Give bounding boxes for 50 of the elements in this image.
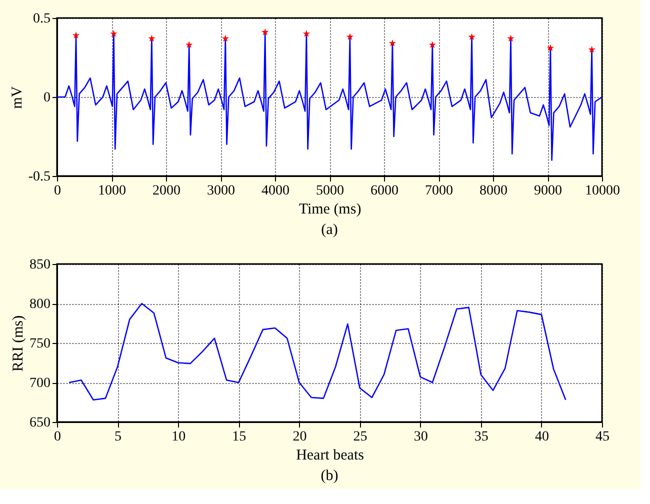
x-tick-label: 10000	[585, 184, 620, 198]
text: (a)	[321, 222, 338, 238]
x-axis-title: Time (ms)	[298, 202, 362, 218]
x-tick-label: 1000	[98, 184, 126, 198]
x-tick-label: 0	[54, 430, 61, 444]
x-tick-label: 4000	[262, 184, 290, 198]
x-tick-label: 30	[414, 430, 428, 444]
x-tick-label: 45	[596, 430, 610, 444]
x-tick-label: 20	[292, 430, 307, 444]
point	[148, 34, 156, 42]
x-tick-label: 40	[534, 430, 549, 444]
y-tick-label: 0.5	[33, 12, 50, 26]
x-tick-label: 5000	[316, 184, 344, 198]
x-tick-label: 6000	[370, 184, 398, 198]
point	[72, 32, 80, 38]
point	[428, 40, 436, 48]
point	[388, 39, 396, 46]
point	[507, 34, 514, 42]
x-axis-title: Heart beats	[296, 448, 364, 464]
point	[185, 40, 193, 48]
y-tick-label: 650	[30, 416, 50, 430]
x-tick-label: 15	[232, 430, 246, 444]
point	[222, 34, 230, 42]
x-tick-label: 9000	[534, 184, 562, 198]
y-tick-label: 700	[30, 376, 50, 391]
y-axis-title: mV	[9, 86, 26, 109]
x-tick-label: 8000	[480, 184, 508, 198]
point	[468, 33, 476, 40]
y-tick-label: 0	[44, 90, 50, 106]
y-axis-title: RRI (ms)	[10, 315, 26, 372]
text: (b)	[320, 468, 338, 484]
point	[588, 46, 596, 53]
x-tick-label: 10	[172, 430, 186, 444]
y-tick-label: 750	[30, 336, 50, 352]
x-tick-label: 5	[114, 430, 122, 444]
point	[261, 28, 269, 36]
point	[546, 44, 554, 52]
point	[110, 30, 118, 37]
x-tick-label: 7000	[425, 184, 453, 198]
y-tick-label: 800	[30, 297, 50, 312]
y-tick-label: 850	[30, 258, 50, 272]
x-tick-label: 35	[474, 430, 488, 444]
x-tick-label: 2000	[152, 184, 180, 198]
x-tick-label: 3000	[207, 184, 235, 198]
line-series	[68, 302, 566, 401]
y-tick-label: -0.5	[28, 170, 50, 184]
x-tick-label: 25	[353, 430, 368, 444]
point	[346, 33, 354, 40]
x-tick-label: 0	[54, 184, 61, 198]
point	[302, 30, 310, 37]
